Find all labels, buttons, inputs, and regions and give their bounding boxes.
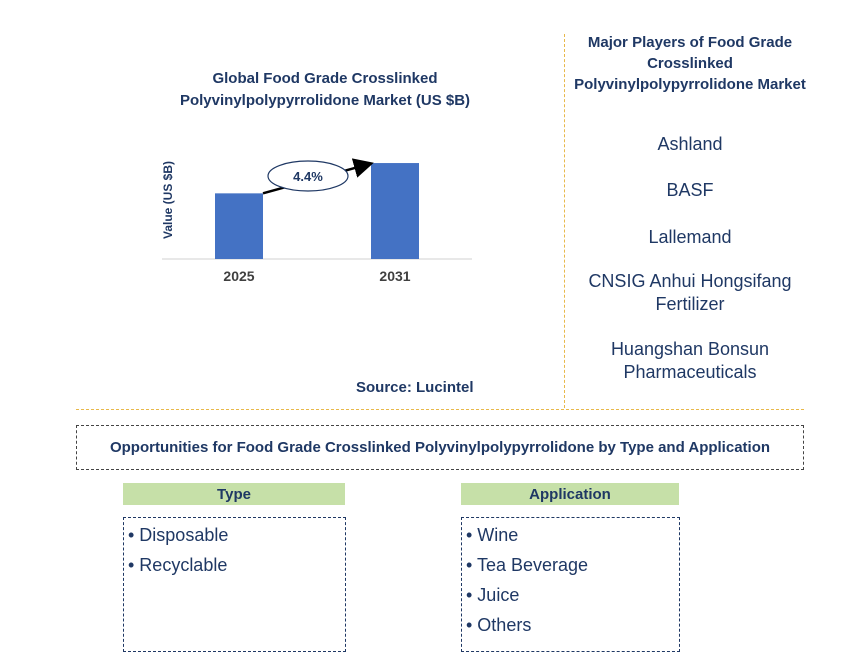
application-item-juice: • Juice <box>466 585 520 605</box>
chart-title: Global Food Grade Crosslinked Polyvinylp… <box>179 70 471 109</box>
bar-2031 <box>371 163 419 259</box>
bar-2025 <box>215 193 263 259</box>
cagr-bubble <box>267 160 349 192</box>
x-tick-label-2031: 2031 <box>379 268 410 284</box>
player-basf: BASF <box>666 180 714 200</box>
type-header-label: Type <box>217 485 251 503</box>
horizontal-divider <box>76 409 804 410</box>
player-huangshan: Huangshan Bonsun Pharmaceuticals <box>610 339 770 382</box>
cagr-label: 4.4% <box>293 169 323 184</box>
application-item-wine: • Wine <box>466 525 519 545</box>
player-cnsig: CNSIG Anhui Hongsifang Fertilizer <box>588 271 792 314</box>
player-lallemand: Lallemand <box>648 227 732 247</box>
application-header: Application <box>461 483 679 505</box>
type-list: • Disposable • Recyclable <box>123 517 346 652</box>
player-ashland: Ashland <box>657 134 723 154</box>
players-title: Major Players of Food Grade Crosslinked … <box>574 34 806 93</box>
application-list: • Wine • Tea Beverage • Juice • Others <box>461 517 680 652</box>
source-label: Source: Lucintel <box>356 379 474 396</box>
opportunities-title: Opportunities for Food Grade Crosslinked… <box>76 425 804 470</box>
type-header: Type <box>123 483 345 505</box>
type-item-disposable: • Disposable <box>128 525 229 545</box>
opportunities-title-text: Opportunities for Food Grade Crosslinked… <box>109 439 771 456</box>
application-item-others: • Others <box>466 615 532 635</box>
application-header-label: Application <box>529 485 611 503</box>
x-tick-label-2025: 2025 <box>223 268 254 284</box>
application-item-tea-beverage: • Tea Beverage <box>466 555 589 575</box>
type-item-recyclable: • Recyclable <box>128 555 228 575</box>
vertical-divider <box>564 34 565 408</box>
